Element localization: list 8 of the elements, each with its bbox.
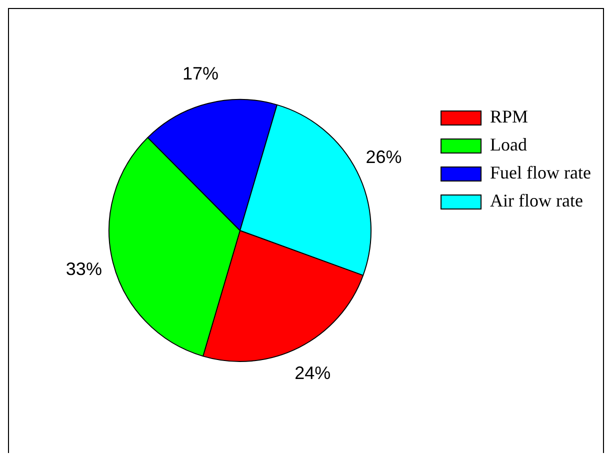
legend-label: Air flow rate [490,190,584,211]
data-label: 24% [294,363,331,384]
data-label: 26% [366,146,402,167]
legend-label: RPM [490,106,528,127]
data-label: 33% [66,258,102,279]
legend-label: Load [490,134,528,155]
legend-label: Fuel flow rate [490,162,592,183]
data-label: 17% [182,63,219,84]
